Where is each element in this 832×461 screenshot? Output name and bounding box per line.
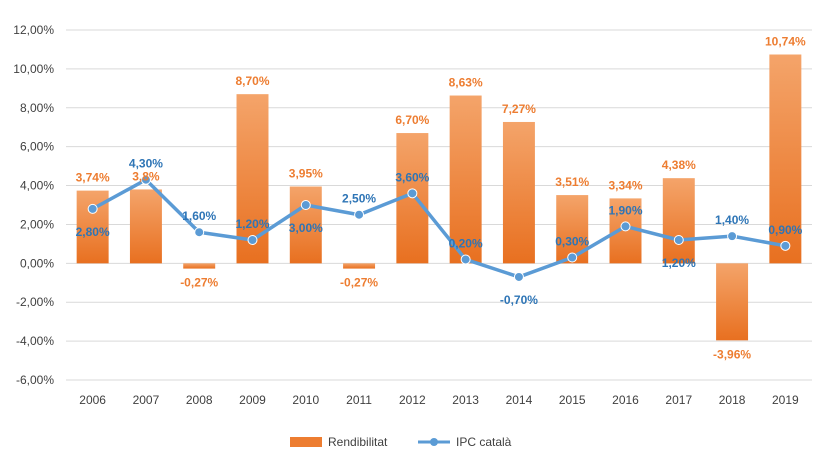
line-point [354, 209, 365, 220]
line-point [513, 271, 524, 282]
x-tick-label: 2017 [665, 393, 692, 407]
line-point [673, 235, 684, 245]
line-point [780, 240, 791, 251]
bar-data-label: 3,51% [555, 175, 589, 189]
y-axis-ticks: 12,00% 10,00% 8,00% 6,00% 4,00% 2,00% 0,00% -2,… [13, 23, 54, 387]
bar [502, 121, 535, 264]
line-data-label: 3,60% [395, 170, 429, 184]
bar-data-label: 3,95% [289, 167, 323, 181]
bar-data-label: 7,27% [502, 102, 536, 116]
data-labels: 3,74% 3,8% -0,27% 8,70% 3,95% -0,27% 6,70% 8,63… [76, 35, 806, 362]
line-point [567, 252, 578, 263]
legend: Rendibilitat IPC català [290, 435, 512, 449]
bar-data-label: 6,70% [395, 113, 429, 127]
y-tick-label: 8,00% [20, 101, 54, 115]
legend-marker-line [430, 438, 438, 446]
x-tick-label: 2010 [292, 393, 319, 407]
bar [769, 54, 802, 264]
y-tick-label: 6,00% [20, 140, 54, 154]
bar-series [76, 54, 802, 341]
x-tick-label: 2019 [772, 393, 799, 407]
bar [662, 178, 695, 264]
x-tick-label: 2015 [559, 393, 586, 407]
y-tick-label: -2,00% [16, 295, 54, 309]
line-point [300, 200, 311, 210]
line-data-label: 1,20% [662, 256, 696, 270]
x-tick-label: 2006 [79, 393, 106, 407]
line-data-label: 0,90% [768, 223, 802, 237]
bar-data-label: -0,27% [180, 276, 218, 290]
bar [129, 189, 162, 264]
bar-data-label: 8,63% [449, 76, 483, 90]
y-tick-label: 0,00% [20, 256, 54, 270]
x-tick-label: 2009 [239, 393, 266, 407]
bar-data-label: -3,96% [713, 347, 751, 361]
line-point [727, 231, 738, 242]
y-tick-label: -6,00% [16, 373, 54, 387]
x-tick-label: 2014 [506, 393, 533, 407]
line-series [87, 174, 791, 282]
line-data-label: 1,60% [182, 209, 216, 223]
bar [716, 263, 749, 341]
line-data-label: 2,50% [342, 192, 376, 206]
line-point [194, 227, 205, 238]
bar-data-label: 3,8% [132, 169, 160, 183]
y-tick-label: 10,00% [13, 62, 54, 76]
line-point [620, 221, 631, 232]
bar-data-label: 3,74% [76, 171, 110, 185]
x-tick-label: 2012 [399, 393, 426, 407]
x-tick-label: 2011 [346, 393, 372, 407]
line-data-label: 0,20% [449, 236, 483, 250]
series-line [91, 177, 786, 279]
x-tick-label: 2008 [186, 393, 213, 407]
y-tick-label: -4,00% [16, 334, 54, 348]
line-point [460, 254, 471, 265]
bar-data-label: 3,34% [608, 178, 642, 192]
bar [343, 263, 376, 269]
line-point [407, 188, 418, 199]
x-axis-ticks: 2006 2007 2008 2009 2010 2011 2012 2013 2014 2015… [79, 393, 799, 407]
line-data-label: 1,20% [235, 217, 269, 231]
bar-data-label: -0,27% [340, 276, 378, 290]
y-tick-label: 2,00% [20, 217, 54, 231]
bar [449, 95, 482, 264]
legend-label-bar: Rendibilitat [328, 435, 388, 449]
x-tick-label: 2016 [612, 393, 639, 407]
line-data-label: 1,90% [608, 203, 642, 217]
legend-label-line: IPC català [456, 435, 512, 449]
y-tick-label: 4,00% [20, 179, 54, 193]
line-point [247, 235, 258, 245]
x-tick-label: 2013 [452, 393, 479, 407]
bar [183, 263, 216, 269]
line-data-label: 0,30% [555, 235, 589, 249]
line-data-label: 1,40% [715, 213, 749, 227]
line-point [140, 174, 151, 185]
bar-data-label: 8,70% [235, 74, 269, 88]
x-tick-label: 2018 [719, 393, 746, 407]
line-data-label: -0,70% [500, 293, 538, 307]
bar-data-label: 10,74% [765, 35, 806, 49]
bar-data-label: 4,38% [662, 158, 696, 172]
line-data-label: 3,00% [289, 221, 323, 235]
x-tick-label: 2007 [133, 393, 160, 407]
legend-swatch-bar [290, 437, 322, 447]
bar [289, 186, 322, 264]
gridlines [66, 29, 812, 381]
line-data-label: 2,80% [76, 225, 110, 239]
line-data-label: 4,30% [129, 157, 163, 171]
y-tick-label: 12,00% [13, 23, 54, 37]
line-point [87, 203, 98, 214]
